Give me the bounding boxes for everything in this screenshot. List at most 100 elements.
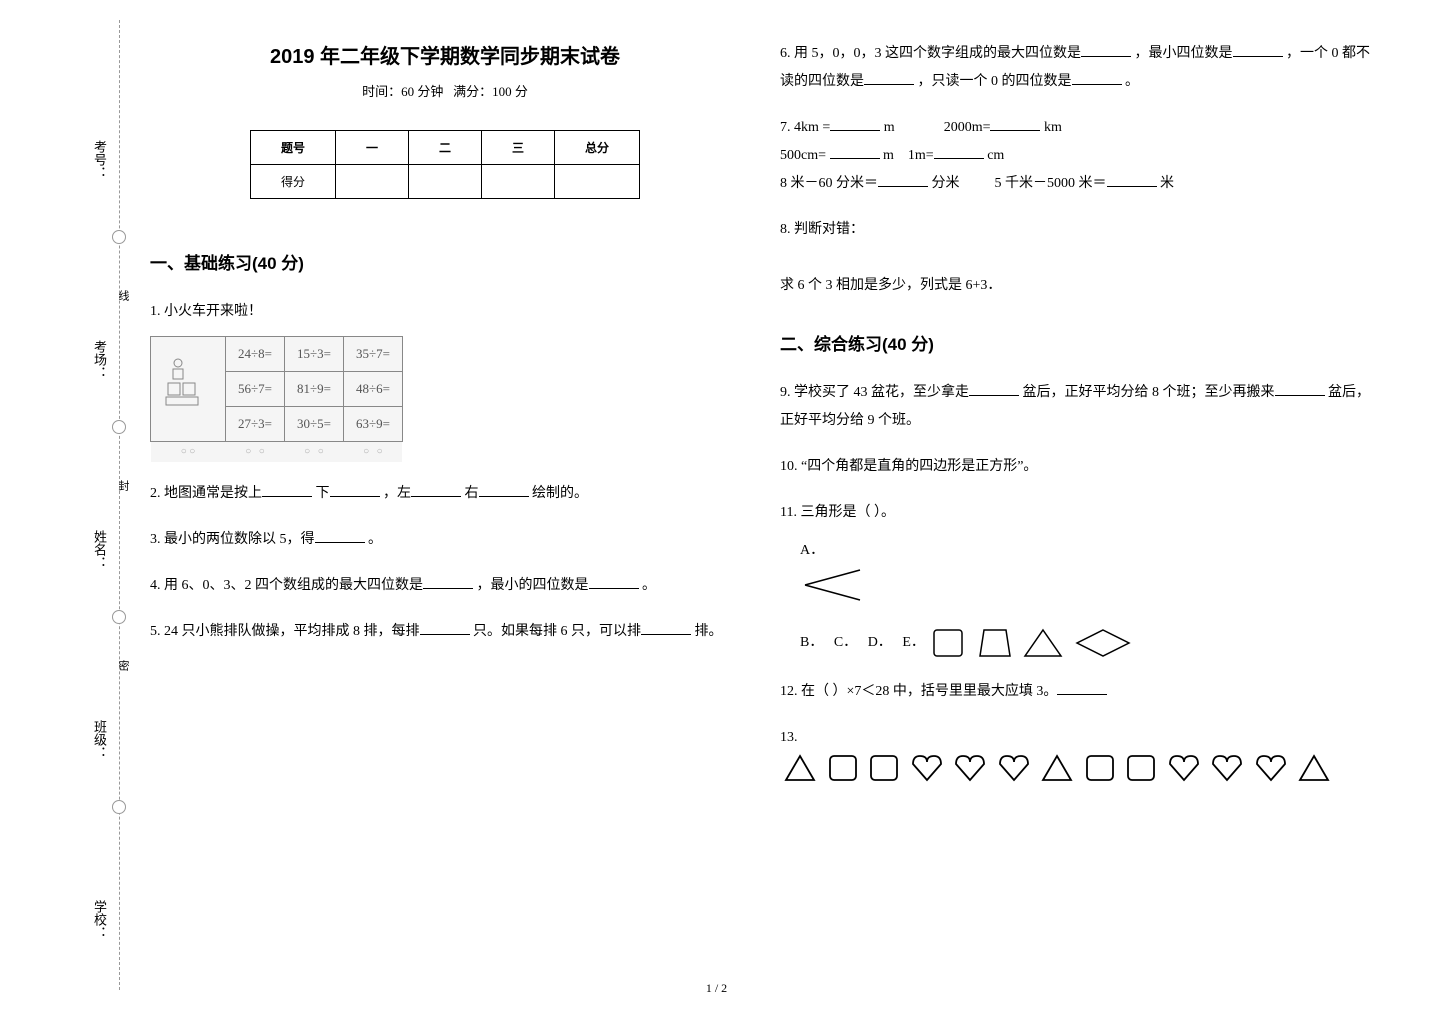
blank-field [1081, 41, 1131, 57]
blank-field [262, 481, 312, 497]
question-text: 小火车开来啦！ [164, 304, 262, 319]
table-row: 得分 [250, 165, 639, 199]
binding-circle [112, 800, 126, 814]
blank-field [830, 143, 880, 159]
question-7: 7. 4km = m 2000m= km 500cm= m 1m= cm 8 米… [780, 114, 1370, 198]
binding-school-label: 学校： [90, 900, 109, 939]
question-1: 1. 小火车开来啦！ 24÷8= 15÷3= 35 [150, 298, 740, 462]
heart-icon [1253, 752, 1289, 784]
question-text: 排。 [695, 624, 723, 639]
train-cell: 48÷6= [343, 372, 402, 407]
train-cell: 27÷3= [226, 407, 285, 442]
question-11: 11. 三角形是（ ）。 A． B． C． D． E． [780, 499, 1370, 660]
score-table: 题号 一 二 三 总分 得分 [250, 130, 640, 199]
binding-circle [112, 420, 126, 434]
train-cell: 63÷9= [343, 407, 402, 442]
score-header: 一 [335, 131, 408, 165]
blank-field [1072, 69, 1122, 85]
heart-icon [909, 752, 945, 784]
time-label: 时间：60 分钟 [362, 84, 443, 99]
heart-icon [1209, 752, 1245, 784]
question-10: 10. “四个角都是直角的四边形是正方形”。 [780, 453, 1370, 481]
blank-field [969, 380, 1019, 396]
question-text: ，左 [383, 486, 411, 501]
exam-title: 2019 年二年级下学期数学同步期末试卷 [150, 40, 740, 69]
square-icon [867, 752, 901, 784]
binding-seal-text: 密 [115, 660, 131, 675]
binding-circle [112, 230, 126, 244]
angle-icon [800, 565, 870, 605]
score-cell: 得分 [250, 165, 335, 199]
question-text: 地图通常是按上 [164, 486, 262, 501]
section-1-title: 一、基础练习(40 分) [150, 249, 740, 274]
blank-field [423, 573, 473, 589]
score-cell [555, 165, 640, 199]
table-row: 题号 一 二 三 总分 [250, 131, 639, 165]
blank-field [1057, 679, 1107, 695]
section-2-title: 二、综合练习(40 分) [780, 330, 1370, 355]
question-number: 3. [150, 532, 161, 547]
question-text: 判断对错： [794, 222, 864, 237]
question-text: 24 只小熊排队做操，平均排成 8 排，每排 [164, 624, 420, 639]
exam-subtitle: 时间：60 分钟 满分：100 分 [150, 81, 740, 100]
blank-field [934, 143, 984, 159]
blank-field [315, 527, 365, 543]
score-cell [482, 165, 555, 199]
score-header: 三 [482, 131, 555, 165]
option-label: E． [902, 635, 925, 650]
question-text: 在（ ）×7＜28 中，括号里里最大应填 3。 [801, 684, 1057, 699]
blank-field [1233, 41, 1283, 57]
binding-fold-text: 封 [115, 480, 131, 495]
heart-icon [1166, 752, 1202, 784]
shape-sequence [780, 752, 1370, 784]
question-text: 分米 [932, 176, 960, 191]
question-text: “四个角都是直角的四边形是正方形”。 [801, 459, 1037, 474]
train-icon [163, 355, 213, 415]
wheel-icon: ○ ○ [284, 442, 343, 463]
question-number: 13. [780, 730, 798, 745]
binding-number-label: 考号： [90, 140, 109, 179]
heart-icon [996, 752, 1032, 784]
page-number: 1 / 2 [706, 981, 727, 996]
train-wheels: ○ ○ ○ ○ ○ ○ ○ ○ [151, 442, 403, 463]
triangle-icon [1039, 752, 1075, 784]
question-number: 6. [780, 46, 791, 61]
binding-room-label: 考场： [90, 340, 109, 379]
square-icon [826, 752, 860, 784]
trapezoid-icon [976, 626, 1014, 660]
question-13: 13. [780, 724, 1370, 784]
heart-icon [952, 752, 988, 784]
question-text: 学校买了 43 盆花，至少拿走 [794, 385, 969, 400]
question-5: 5. 24 只小熊排队做操，平均排成 8 排，每排 只。如果每排 6 只，可以排… [150, 618, 740, 646]
question-number: 1. [150, 304, 161, 319]
question-text: 只。如果每排 6 只，可以排 [473, 624, 641, 639]
question-text: 。 [368, 532, 382, 547]
blank-field [1107, 171, 1157, 187]
score-cell [408, 165, 481, 199]
question-text: 8 米－60 分米＝ [780, 176, 878, 191]
question-4: 4. 用 6、0、3、2 四个数组成的最大四位数是 ，最小的四位数是 。 [150, 572, 740, 600]
train-cell: 30÷5= [284, 407, 343, 442]
train-cell: 35÷7= [343, 337, 402, 372]
wheel-icon: ○ ○ [226, 442, 285, 463]
question-text: 500cm= [780, 148, 830, 163]
question-number: 4. [150, 578, 161, 593]
binding-margin: 学校： 班级： 密 姓名： 封 考场： 线 考号： [20, 20, 120, 990]
blank-field [864, 69, 914, 85]
train-table: 24÷8= 15÷3= 35÷7= 56÷7= 81÷9= 48÷6= 27÷3… [150, 336, 403, 462]
train-cell: 24÷8= [226, 337, 285, 372]
binding-circle [112, 610, 126, 624]
question-number: 12. [780, 684, 798, 699]
question-12: 12. 在（ ）×7＜28 中，括号里里最大应填 3。 [780, 678, 1370, 706]
question-number: 10. [780, 459, 798, 474]
question-text: 用 6、0、3、2 四个数组成的最大四位数是 [164, 578, 423, 593]
question-text: 下 [316, 486, 330, 501]
option-label: D． [868, 635, 892, 650]
binding-name-label: 姓名： [90, 530, 109, 569]
question-text: ，只读一个 0 的四位数是 [918, 74, 1072, 89]
blank-field [479, 481, 529, 497]
question-text: km [1044, 120, 1062, 135]
question-number: 2. [150, 486, 161, 501]
fullscore-label: 满分：100 分 [453, 84, 528, 99]
question-text: 盆后，正好平均分给 8 个班；至少再搬来 [1023, 385, 1275, 400]
